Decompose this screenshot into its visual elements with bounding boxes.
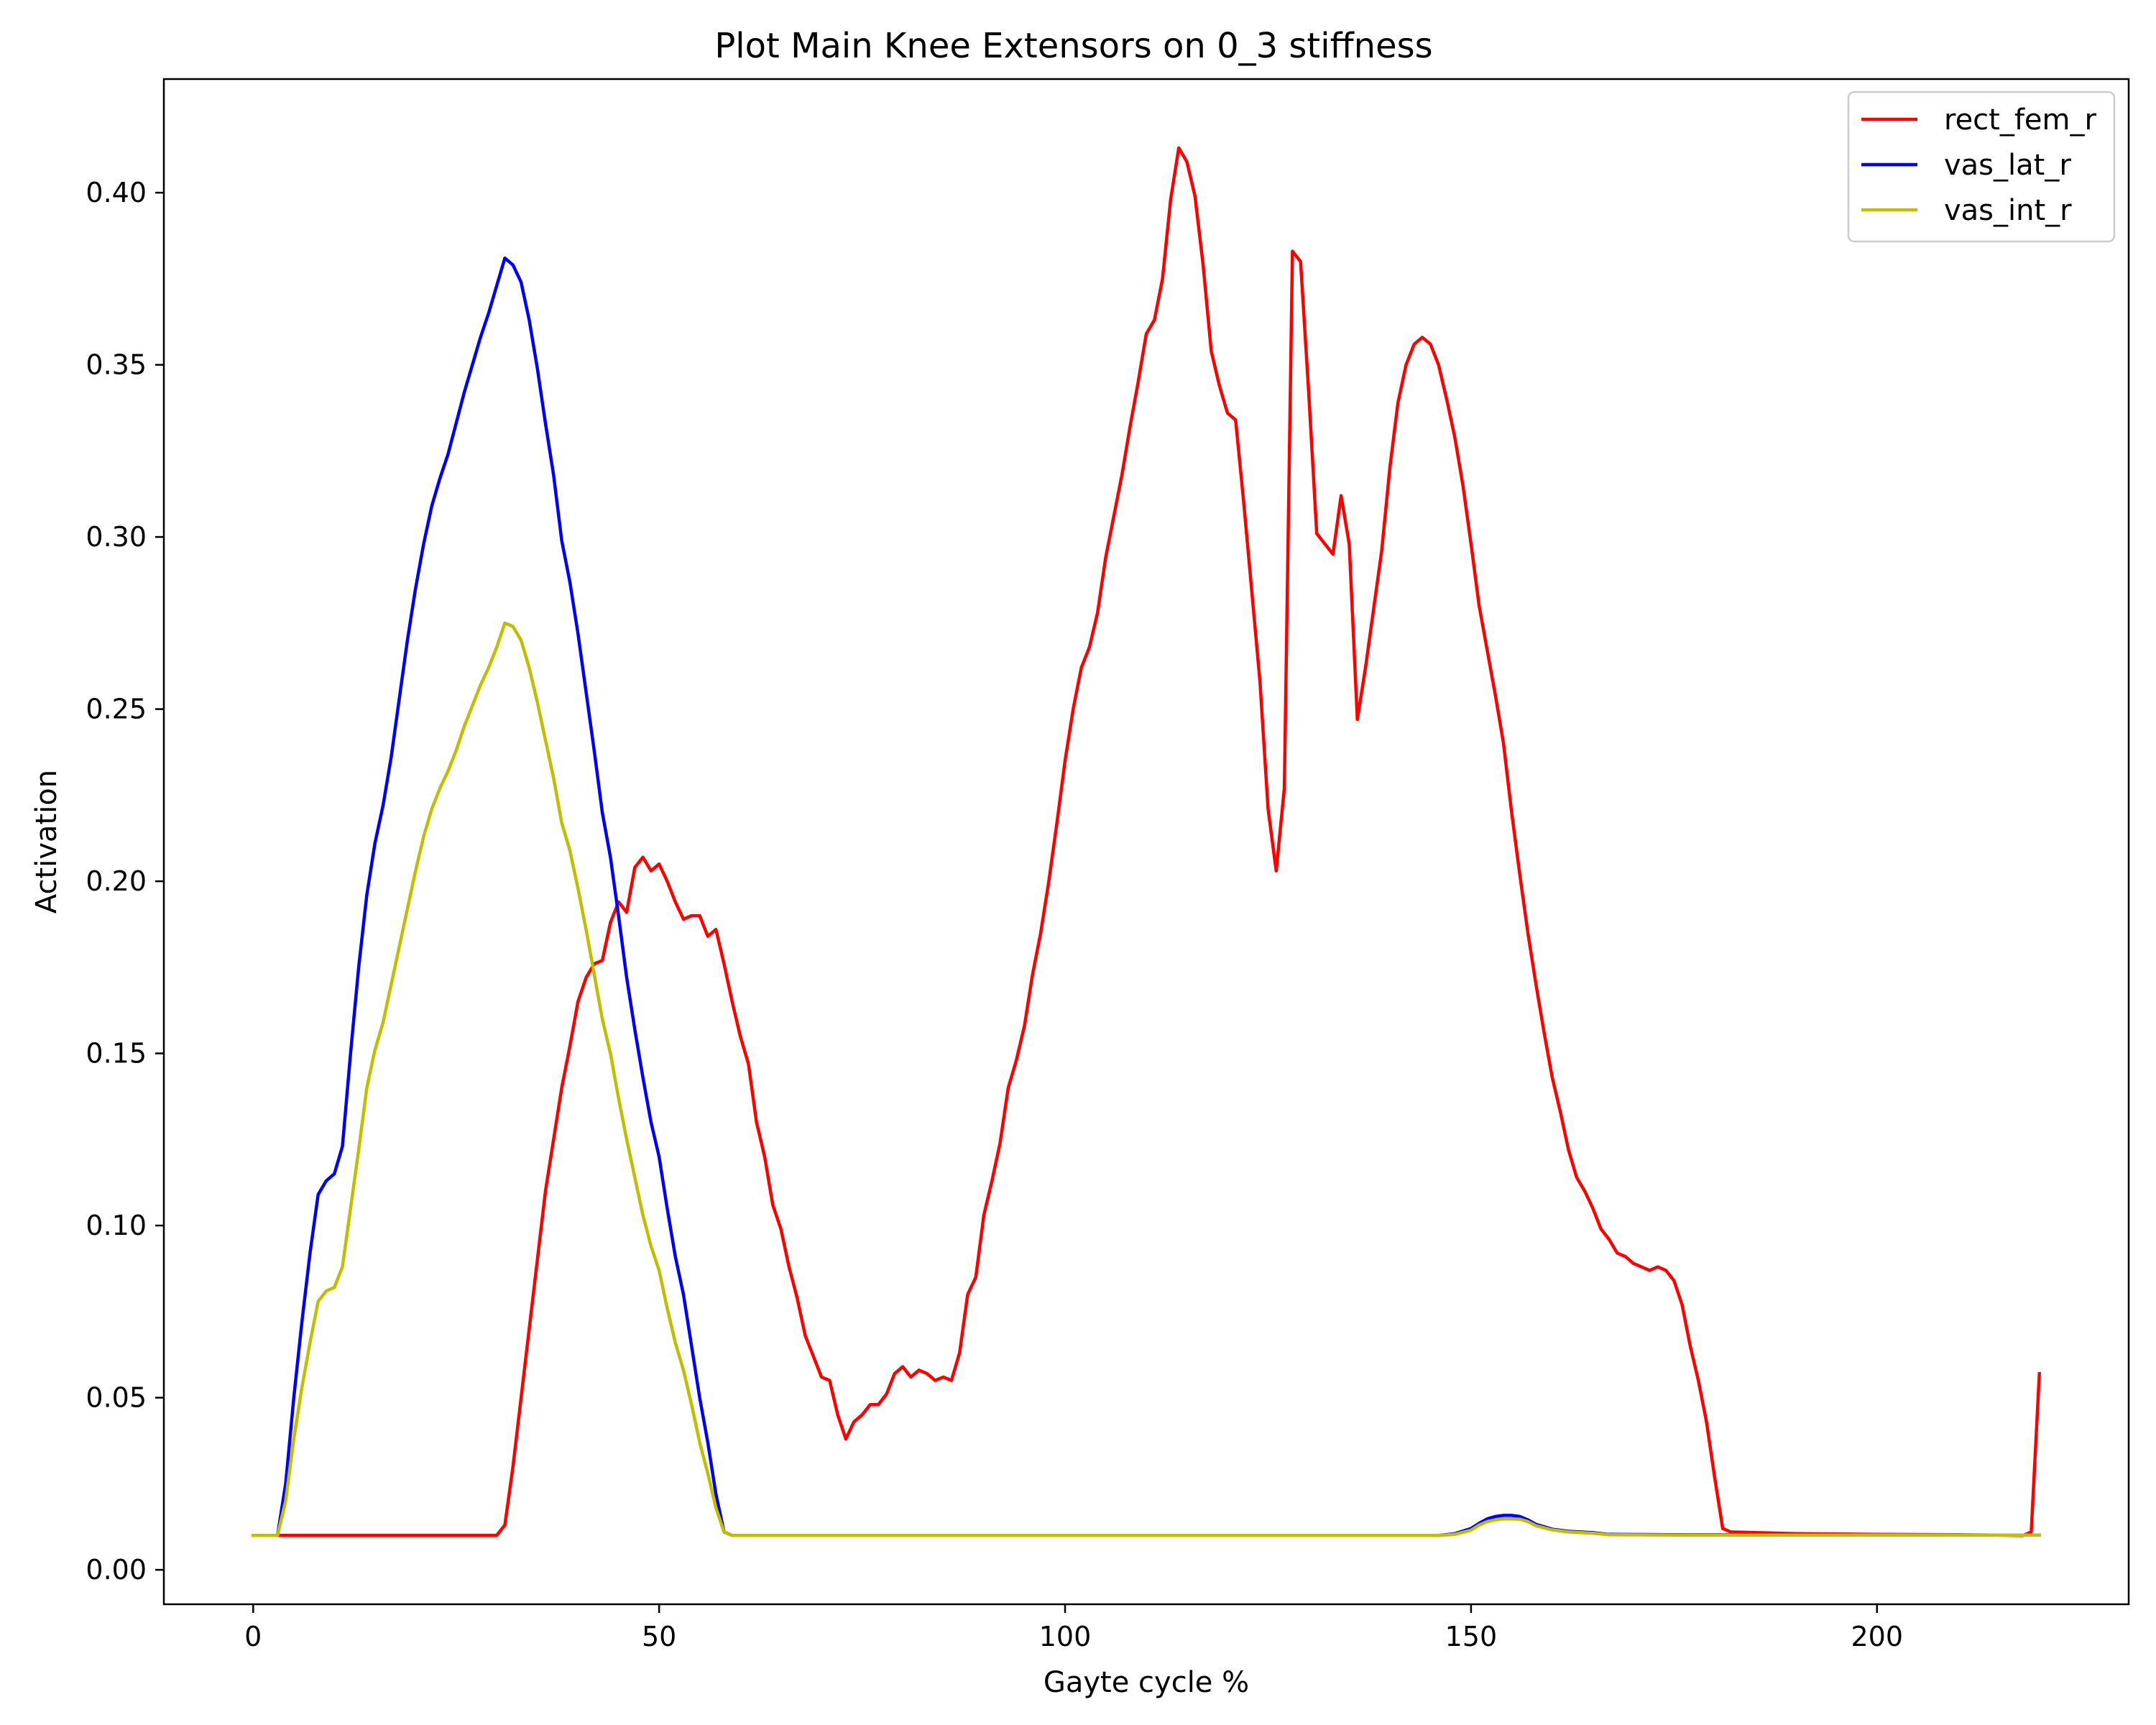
y-axis-label: Activation bbox=[30, 770, 63, 914]
y-tick-label: 0.20 bbox=[86, 865, 147, 897]
x-axis: 0 50 100 150 200 bbox=[244, 1604, 1903, 1652]
legend-label: vas_lat_r bbox=[1944, 149, 2071, 182]
y-tick-label: 0.15 bbox=[86, 1038, 147, 1070]
y-tick-label: 0.05 bbox=[86, 1382, 147, 1414]
y-tick-label: 0.40 bbox=[86, 177, 147, 208]
series-line-rect-fem-r bbox=[252, 146, 2042, 1537]
plot-lines bbox=[252, 146, 2042, 1537]
series-line-vas-lat-r bbox=[252, 256, 2041, 1537]
chart-title: Plot Main Knee Extensors on 0_3 stiffnes… bbox=[714, 26, 1432, 66]
y-tick-label: 0.30 bbox=[86, 521, 147, 553]
x-tick-label: 50 bbox=[642, 1621, 676, 1652]
x-axis-label: Gayte cycle % bbox=[1044, 1666, 1249, 1699]
legend-label: vas_int_r bbox=[1944, 194, 2072, 227]
y-tick-label: 0.10 bbox=[86, 1210, 147, 1241]
legend-label: rect_fem_r bbox=[1944, 104, 2097, 137]
x-tick-label: 100 bbox=[1039, 1621, 1092, 1652]
series-line-vas-int-r bbox=[252, 621, 2041, 1537]
plot-frame bbox=[162, 78, 2130, 1606]
y-tick-label: 0.00 bbox=[86, 1554, 147, 1586]
legend: rect_fem_r vas_lat_r vas_int_r bbox=[1847, 91, 2116, 243]
legend-box bbox=[1847, 91, 2116, 243]
y-axis: 0.00 0.05 0.10 0.15 0.20 0.25 0.30 0.35 0.40 bbox=[86, 177, 164, 1586]
y-tick-label: 0.25 bbox=[86, 694, 147, 725]
y-tick-label: 0.35 bbox=[86, 349, 147, 381]
x-tick-label: 150 bbox=[1445, 1621, 1498, 1652]
x-tick-label: 200 bbox=[1851, 1621, 1904, 1652]
x-tick-label: 0 bbox=[244, 1621, 262, 1652]
